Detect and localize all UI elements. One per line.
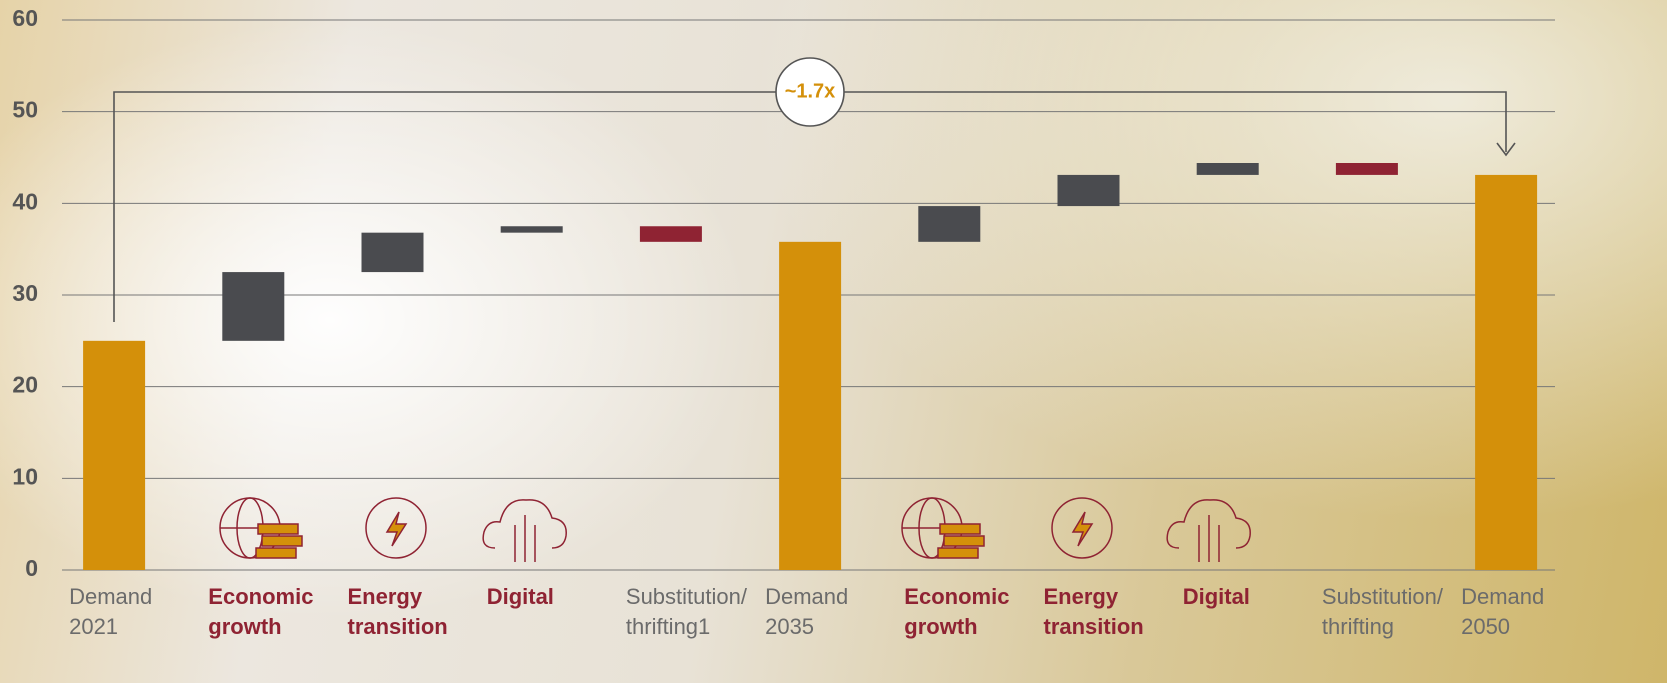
x-tick-label: Digital	[1182, 584, 1250, 609]
bar	[83, 340, 146, 570]
y-tick-label: 50	[12, 97, 38, 123]
x-tick-label: Energy transition	[347, 584, 448, 639]
x-tick-label: Digital	[486, 584, 554, 609]
bar	[1475, 174, 1538, 570]
y-tick-label: 30	[12, 280, 38, 306]
icon-energy	[365, 497, 427, 559]
annotation-circle	[775, 57, 845, 127]
annotation: ~1.7x	[785, 80, 836, 102]
arrow-head	[1496, 142, 1516, 157]
x-tick-label: Economic growth	[904, 584, 1010, 639]
icon-globe	[901, 497, 985, 559]
x-tick-label: Demand 2050	[1461, 584, 1545, 639]
y-tick-label: 10	[12, 463, 38, 489]
x-tick-label: Economic growth	[208, 584, 314, 639]
bar	[1196, 163, 1259, 175]
bar	[361, 232, 424, 273]
y-tick-label: 40	[12, 188, 38, 214]
bar	[918, 206, 981, 242]
bar	[1335, 163, 1398, 175]
x-tick-label: Energy transition	[1043, 584, 1144, 639]
x-tick-label: Demand 2035	[765, 584, 849, 639]
bar	[222, 272, 285, 341]
y-tick-label: 0	[25, 555, 38, 581]
bar	[500, 226, 563, 233]
bar	[779, 241, 842, 571]
icon-globe	[219, 497, 303, 559]
icon-digital	[1166, 499, 1251, 562]
bar	[1057, 174, 1120, 207]
y-tick-label: 60	[12, 5, 38, 31]
icon-energy	[1051, 497, 1113, 559]
y-tick-label: 20	[12, 372, 38, 398]
x-tick-label: Demand 2021	[69, 584, 153, 639]
x-tick-label: Substitution/ thrifting	[1321, 584, 1443, 639]
x-tick-label: Substitution/ thrifting1	[625, 584, 747, 639]
bar	[639, 226, 702, 242]
icon-digital	[482, 499, 567, 562]
